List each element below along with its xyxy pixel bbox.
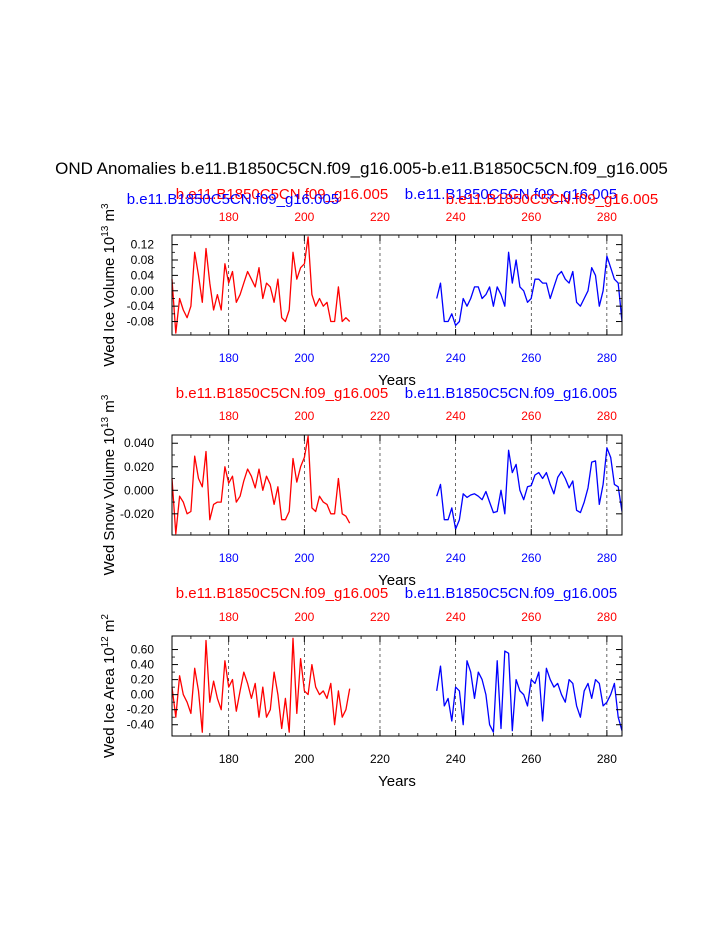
x-tick-label-top: 200 bbox=[294, 409, 314, 423]
top-case-label-blue: b.e11.B1850C5CN.f09_g16.005 bbox=[405, 186, 617, 203]
x-axis-title: Years bbox=[378, 773, 416, 790]
x-tick-label-top: 220 bbox=[370, 210, 390, 224]
x-tick-label-top: 220 bbox=[370, 610, 390, 624]
top-case-label-blue: b.e11.B1850C5CN.f09_g16.005 bbox=[405, 585, 617, 602]
x-tick-label-bottom: 260 bbox=[521, 551, 541, 565]
x-tick-label-bottom: 220 bbox=[370, 551, 390, 565]
x-tick-label-top: 280 bbox=[597, 210, 617, 224]
x-tick-label-bottom: 200 bbox=[294, 551, 314, 565]
y-tick-label: -0.04 bbox=[127, 299, 155, 313]
x-tick-label-top: 180 bbox=[219, 610, 239, 624]
x-tick-label-top: 220 bbox=[370, 409, 390, 423]
series-line-red bbox=[171, 435, 351, 535]
x-tick-label-top: 240 bbox=[446, 610, 466, 624]
series-line-blue bbox=[436, 650, 623, 733]
y-tick-label: 0.040 bbox=[124, 436, 154, 450]
x-tick-label-bottom: 240 bbox=[446, 551, 466, 565]
x-tick-label-top: 260 bbox=[521, 210, 541, 224]
plot-frame bbox=[171, 234, 623, 336]
x-tick-label-bottom: 180 bbox=[219, 351, 239, 365]
y-axis-title: Wed Ice Area 1012 m2 bbox=[100, 614, 118, 758]
top-case-label-red: b.e11.B1850C5CN.f09_g16.005 bbox=[176, 186, 388, 203]
y-tick-label: 0.12 bbox=[131, 238, 155, 252]
y-tick-label: 0.020 bbox=[124, 460, 154, 474]
y-tick-label: 0.40 bbox=[131, 658, 155, 672]
x-tick-label-top: 280 bbox=[597, 409, 617, 423]
y-tick-label: 0.000 bbox=[124, 483, 154, 497]
x-axis-title: Years bbox=[378, 572, 416, 589]
x-tick-label-top: 180 bbox=[219, 210, 239, 224]
y-tick-label: -0.08 bbox=[127, 315, 155, 329]
top-case-label-red: b.e11.B1850C5CN.f09_g16.005 bbox=[176, 585, 388, 602]
chart-panels: 180 200 220 240 260 280 180 200 220 240 260 280 -0.0… bbox=[100, 186, 658, 790]
plot-frame bbox=[171, 635, 623, 737]
series-line-blue bbox=[436, 251, 623, 327]
y-tick-label: -0.020 bbox=[120, 507, 154, 521]
top-case-label-red: b.e11.B1850C5CN.f09_g16.005 bbox=[176, 385, 388, 402]
top-case-label-blue: b.e11.B1850C5CN.f09_g16.005 bbox=[405, 385, 617, 402]
x-tick-label-top: 240 bbox=[446, 210, 466, 224]
y-tick-label: 0.04 bbox=[131, 268, 155, 282]
y-axis-title: Wed Snow Volume 1013 m3 bbox=[100, 394, 118, 575]
page-title: OND Anomalies b.e11.B1850C5CN.f09_g16.00… bbox=[55, 159, 668, 178]
ice-area-panel: 180 200 220 240 260 280 180 200 220 240 260 280 -0.4… bbox=[100, 585, 623, 790]
series-line-blue bbox=[436, 447, 623, 530]
x-tick-label-bottom: 180 bbox=[219, 551, 239, 565]
x-tick-label-top: 200 bbox=[294, 610, 314, 624]
snow-volume-panel: 180 200 220 240 260 280 180 200 220 240 260 280 -0.0… bbox=[100, 385, 623, 589]
x-tick-label-bottom: 240 bbox=[446, 752, 466, 766]
x-tick-label-top: 180 bbox=[219, 409, 239, 423]
y-tick-label: -0.20 bbox=[127, 703, 155, 717]
x-tick-label-bottom: 220 bbox=[370, 752, 390, 766]
y-tick-label: 0.00 bbox=[131, 688, 155, 702]
overlap-case-label-blue: b.e11.B1850C5CN.f09_g16.005 bbox=[127, 191, 339, 208]
x-tick-label-bottom: 280 bbox=[597, 551, 617, 565]
plot-frame bbox=[171, 434, 623, 536]
overlap-case-label-red: b.e11.B1850C5CN.f09_g16.005 bbox=[446, 191, 658, 208]
x-tick-label-bottom: 200 bbox=[294, 351, 314, 365]
x-tick-label-bottom: 240 bbox=[446, 351, 466, 365]
x-tick-label-top: 260 bbox=[521, 610, 541, 624]
x-tick-label-bottom: 220 bbox=[370, 351, 390, 365]
series-line-red bbox=[171, 637, 351, 733]
y-tick-label: 0.20 bbox=[131, 673, 155, 687]
x-tick-label-bottom: 280 bbox=[597, 351, 617, 365]
y-tick-label: 0.08 bbox=[131, 253, 155, 267]
ice-volume-panel: 180 200 220 240 260 280 180 200 220 240 260 280 -0.0… bbox=[100, 186, 658, 389]
y-tick-label: -0.40 bbox=[127, 718, 155, 732]
x-tick-label-bottom: 200 bbox=[294, 752, 314, 766]
x-tick-label-bottom: 280 bbox=[597, 752, 617, 766]
x-tick-label-bottom: 260 bbox=[521, 351, 541, 365]
x-tick-label-bottom: 260 bbox=[521, 752, 541, 766]
x-tick-label-bottom: 180 bbox=[219, 752, 239, 766]
x-axis-title: Years bbox=[378, 372, 416, 389]
y-axis-title: Wed Ice Volume 1013 m3 bbox=[100, 203, 118, 367]
x-tick-label-top: 200 bbox=[294, 210, 314, 224]
y-tick-label: 0.00 bbox=[131, 284, 155, 298]
series-line-red bbox=[171, 236, 351, 334]
x-tick-label-top: 260 bbox=[521, 409, 541, 423]
y-tick-label: 0.60 bbox=[131, 643, 155, 657]
x-tick-label-top: 240 bbox=[446, 409, 466, 423]
x-tick-label-top: 280 bbox=[597, 610, 617, 624]
